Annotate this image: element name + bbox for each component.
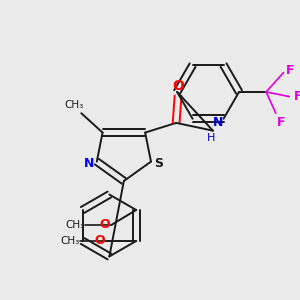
Text: N: N	[213, 116, 223, 129]
Text: N: N	[84, 157, 94, 170]
Text: S: S	[154, 157, 163, 170]
Text: CH₃: CH₃	[64, 100, 83, 110]
Text: H: H	[207, 134, 215, 143]
Text: F: F	[294, 90, 300, 103]
Text: O: O	[99, 218, 110, 231]
Text: F: F	[286, 64, 295, 77]
Text: O: O	[172, 79, 184, 93]
Text: CH₃: CH₃	[66, 220, 85, 230]
Text: CH₃: CH₃	[61, 236, 80, 246]
Text: O: O	[94, 235, 105, 248]
Text: F: F	[276, 116, 285, 129]
